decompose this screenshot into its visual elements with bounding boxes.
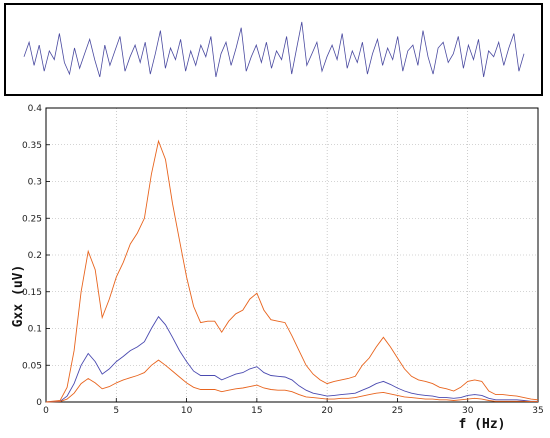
signal-trace-plot <box>23 21 525 78</box>
y-tick-label: 0.1 <box>28 325 42 335</box>
axis-ticks: 0 5 10 15 20 25 30 35 0 0.05 0.1 0.15 0.2 0.25 0.3 0.35… <box>22 104 544 416</box>
y-tick-label: 0.4 <box>28 104 43 114</box>
x-tick-label: 25 <box>392 406 403 416</box>
chart-grid <box>46 108 538 402</box>
y-tick-label: 0.05 <box>22 361 42 371</box>
x-tick-label: 5 <box>113 406 119 416</box>
x-tick-label: 10 <box>181 406 193 416</box>
signal-trace-line <box>23 21 525 78</box>
spectrum-series-line-2 <box>45 315 538 403</box>
signal-trace-panel <box>4 3 543 96</box>
y-tick-label: 0 <box>36 398 42 408</box>
x-axis-label: f (Hz) <box>459 417 506 432</box>
x-tick-label: 30 <box>462 406 474 416</box>
x-tick-label: 20 <box>321 406 333 416</box>
spectrum-series-line-1 <box>45 139 539 403</box>
power-spectrum-chart: 0 5 10 15 20 25 30 35 0 0.05 0.1 0.15 0.2 0.25 0.3 0.35… <box>11 104 544 432</box>
y-tick-label: 0.2 <box>28 251 42 261</box>
y-tick-label: 0.3 <box>28 178 42 188</box>
x-tick-label: 15 <box>251 406 262 416</box>
y-axis-label: Gxx (uV) <box>11 265 26 328</box>
spectrum-series-line-3 <box>45 359 538 403</box>
spectrum-series <box>45 139 539 403</box>
y-tick-label: 0.15 <box>22 288 42 298</box>
y-tick-label: 0.25 <box>22 214 42 224</box>
x-tick-label: 35 <box>532 406 543 416</box>
y-tick-label: 0.35 <box>22 141 42 151</box>
x-tick-label: 0 <box>43 406 49 416</box>
